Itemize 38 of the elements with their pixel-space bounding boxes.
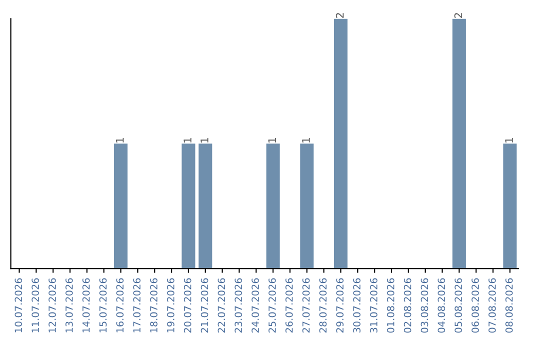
x-tick-label: 19.07.2026	[167, 278, 174, 332]
data-label: 1	[116, 138, 124, 143]
data-label: 1	[268, 138, 276, 143]
x-tick-label: 12.07.2026	[48, 278, 56, 332]
x-tick-label: 30.07.2026	[353, 278, 360, 333]
data-label: 1	[505, 138, 513, 143]
x-tick-label: 02.08.2026	[404, 278, 412, 333]
x-tick-label: 20.07.2026	[184, 278, 192, 333]
x-tick-label: 01.08.2026	[386, 278, 394, 333]
x-tick-label: 23.07.2026	[234, 278, 242, 333]
data-label: 2	[454, 13, 462, 18]
x-tick-label: 11.07.2026	[32, 278, 39, 332]
data-label: 1	[302, 138, 310, 143]
x-tick-label: 15.07.2026	[99, 278, 107, 332]
x-tick-label: 08.08.2026	[505, 278, 513, 333]
x-tick-label: 26.07.2026	[285, 278, 293, 333]
x-tick-label: 04.08.2026	[438, 278, 446, 333]
x-tick-label: 27.07.2026	[302, 278, 310, 333]
x-tick-label: 28.07.2026	[319, 278, 327, 333]
x-tick-label: 24.07.2026	[252, 278, 259, 333]
x-tick-label: 07.08.2026	[488, 278, 496, 333]
x-tick-label: 03.08.2026	[420, 278, 428, 333]
x-tick-label: 06.08.2026	[472, 278, 479, 333]
data-label: 1	[200, 138, 208, 143]
x-tick-label: 18.07.2026	[150, 278, 158, 332]
x-tick-label: 29.07.2026	[336, 278, 344, 333]
x-tick-label: 05.08.2026	[454, 278, 462, 333]
x-tick-label: 14.07.2026	[82, 278, 90, 332]
x-tick-label: 21.07.2026	[200, 278, 208, 333]
x-tick-label: 22.07.2026	[218, 278, 226, 333]
x-tick-label: 16.07.2026	[116, 278, 124, 332]
x-tick-label: 17.07.2026	[133, 278, 141, 332]
x-tick-label: 31.07.2026	[370, 278, 378, 333]
x-tick-label: 13.07.2026	[65, 278, 73, 332]
x-tick-label: 25.07.2026	[268, 278, 276, 333]
data-label: 1	[184, 138, 192, 143]
data-label: 2	[336, 13, 344, 18]
x-tick-label: 10.07.2026	[14, 278, 22, 332]
